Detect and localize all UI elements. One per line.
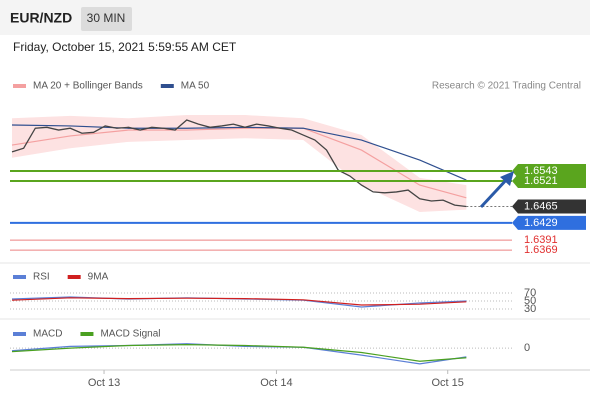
- level-label: 1.6465: [524, 200, 558, 212]
- x-tick-label: Oct 13: [88, 377, 120, 389]
- legend-label: MA 20 + Bollinger Bands: [33, 81, 143, 92]
- y-tick-label: 70: [524, 287, 536, 299]
- legend-swatch: [13, 275, 26, 279]
- legend-swatch: [67, 275, 81, 279]
- forecast-arrowhead: [500, 171, 514, 186]
- level-label: 1.6543: [524, 165, 558, 177]
- legend-swatch: [80, 332, 94, 336]
- legend-swatch: [13, 332, 26, 336]
- x-tick-label: Oct 15: [432, 377, 464, 389]
- series-line: [11, 344, 467, 362]
- legend-swatch: [13, 84, 26, 88]
- level-label: 1.6429: [524, 217, 558, 229]
- attribution: Research © 2021 Trading Central: [432, 81, 581, 92]
- legend-swatch: [160, 84, 174, 88]
- legend-label: RSI: [33, 272, 50, 283]
- series-line: [11, 343, 467, 365]
- y-tick-label: 0: [524, 342, 530, 354]
- symbol: EUR/NZD: [10, 10, 72, 26]
- y-tick-label: 30: [524, 303, 536, 315]
- bollinger-band: [12, 115, 467, 212]
- interval: 30 MIN: [87, 11, 126, 25]
- level-box: [512, 215, 586, 230]
- level-label: 1.6521: [524, 175, 558, 187]
- forecast-arrow: [479, 176, 510, 209]
- legend-label: MACD: [33, 329, 62, 340]
- interval-badge: [81, 7, 132, 31]
- y-tick-label: 50: [524, 295, 536, 307]
- level-box: [512, 174, 586, 189]
- legend-label: MACD Signal: [100, 329, 160, 340]
- series-line: [11, 127, 467, 199]
- date: Friday, October 15, 2021 5:59:55 AM CET: [13, 40, 237, 54]
- level-label: 1.6391: [524, 234, 558, 246]
- series-line: [11, 297, 467, 306]
- legend-label: MA 50: [181, 81, 210, 92]
- x-tick-label: Oct 14: [260, 377, 292, 389]
- level-label: 1.6369: [524, 244, 558, 256]
- level-box: [512, 199, 586, 214]
- price-line: [11, 119, 467, 208]
- legend-label: 9MA: [88, 272, 109, 283]
